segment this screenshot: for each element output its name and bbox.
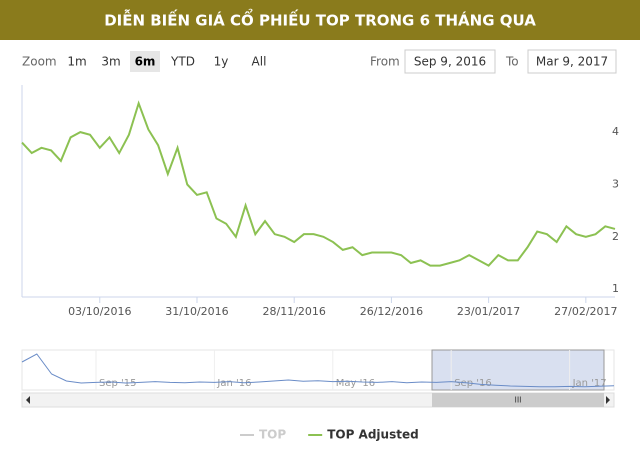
- zoom-button[interactable]: 1m: [67, 55, 86, 69]
- navigator-label: Sep '15: [99, 378, 137, 389]
- x-tick-label: 26/12/2016: [360, 305, 423, 318]
- zoom-button[interactable]: 6m: [135, 55, 156, 69]
- navigator-label: May '16: [336, 378, 375, 389]
- scrollbar-grip: III: [514, 396, 521, 405]
- y-tick-label: 2: [612, 230, 619, 243]
- navigator-line: [21, 353, 615, 388]
- x-tick-label: 23/01/2017: [457, 305, 520, 318]
- y-tick-label: 3: [612, 177, 619, 190]
- navigator-selection[interactable]: [431, 349, 605, 391]
- zoom-button[interactable]: YTD: [170, 55, 195, 69]
- x-tick-label: 27/02/2017: [554, 305, 617, 318]
- to-value[interactable]: Mar 9, 2017: [536, 55, 608, 69]
- navigator-label: Jan '17: [572, 378, 607, 389]
- legend-entry[interactable]: TOP: [259, 428, 286, 442]
- y-tick-label: 4: [612, 125, 619, 138]
- to-input[interactable]: [527, 49, 617, 74]
- scroll-left-arrow[interactable]: [26, 396, 30, 404]
- zoom-button[interactable]: All: [252, 55, 267, 69]
- from-label: From: [370, 55, 400, 69]
- navigator-label: Jan '16: [216, 378, 251, 389]
- x-tick-label: 28/11/2016: [262, 305, 325, 318]
- scrollbar-thumb[interactable]: [432, 393, 604, 407]
- from-input[interactable]: [404, 49, 496, 74]
- title-bar: [0, 0, 640, 40]
- zoom-button[interactable]: 1y: [214, 55, 229, 69]
- scroll-right-arrow[interactable]: [606, 396, 610, 404]
- from-value[interactable]: Sep 9, 2016: [414, 55, 486, 69]
- title: DIỄN BIẾN GIÁ CỔ PHIẾU TOP TRONG 6 THÁNG…: [104, 8, 536, 30]
- legend-entry[interactable]: TOP Adjusted: [327, 428, 419, 442]
- zoom-button[interactable]: 3m: [101, 55, 120, 69]
- navigator-frame: [21, 349, 615, 391]
- to-label: To: [505, 55, 519, 69]
- y-tick-label: 1: [612, 282, 619, 295]
- x-tick-label: 31/10/2016: [165, 305, 228, 318]
- x-tick-label: 03/10/2016: [68, 305, 131, 318]
- zoom-label: Zoom: [22, 55, 57, 69]
- zoom-button-bg[interactable]: [130, 51, 160, 72]
- price-line: [21, 100, 616, 267]
